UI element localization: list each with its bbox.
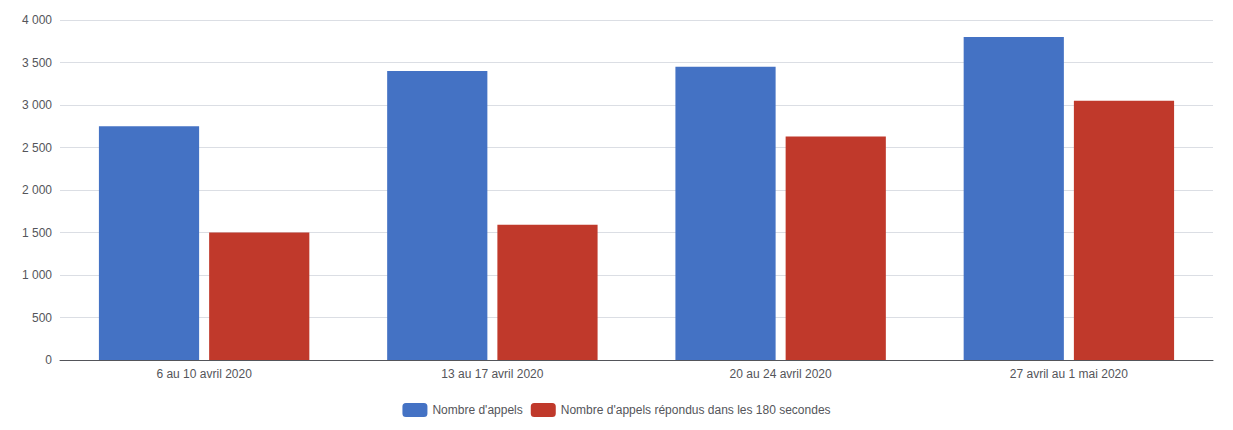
svg-text:500: 500 xyxy=(32,311,52,325)
svg-text:Nombre d'appels: Nombre d'appels xyxy=(432,403,522,417)
svg-text:2 500: 2 500 xyxy=(22,141,52,155)
svg-text:20 au 24 avril 2020: 20 au 24 avril 2020 xyxy=(730,367,832,381)
svg-text:1 500: 1 500 xyxy=(22,226,52,240)
svg-text:3 500: 3 500 xyxy=(22,56,52,70)
svg-text:0: 0 xyxy=(45,353,52,367)
svg-text:Nombre d'appels répondus dans: Nombre d'appels répondus dans les 180 se… xyxy=(561,403,831,417)
svg-text:13 au 17 avril 2020: 13 au 17 avril 2020 xyxy=(441,367,543,381)
svg-text:3 000: 3 000 xyxy=(22,98,52,112)
svg-text:27 avril au 1 mai 2020: 27 avril au 1 mai 2020 xyxy=(1010,367,1128,381)
svg-text:2 000: 2 000 xyxy=(22,183,52,197)
svg-text:6 au 10 avril 2020: 6 au 10 avril 2020 xyxy=(156,367,252,381)
svg-text:1 000: 1 000 xyxy=(22,268,52,282)
svg-text:4 000: 4 000 xyxy=(22,13,52,27)
